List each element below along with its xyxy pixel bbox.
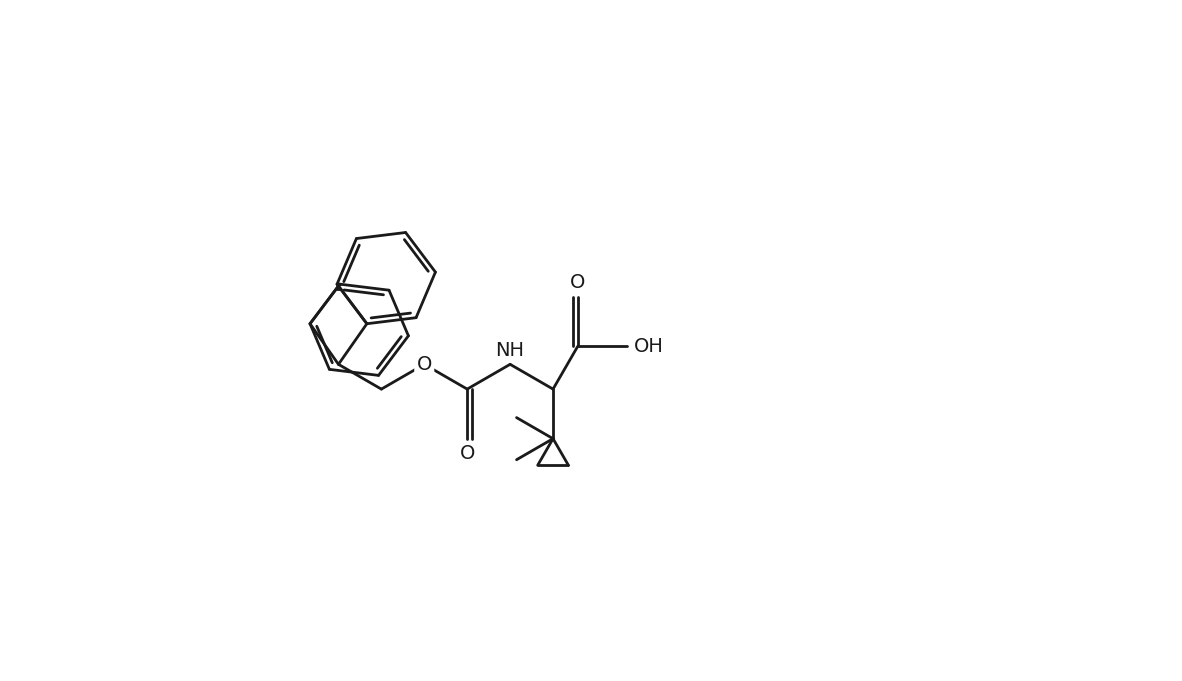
Text: O: O	[460, 445, 475, 463]
Text: O: O	[570, 273, 585, 292]
Text: O: O	[416, 355, 431, 374]
Text: NH: NH	[495, 340, 525, 360]
Text: OH: OH	[634, 336, 664, 355]
